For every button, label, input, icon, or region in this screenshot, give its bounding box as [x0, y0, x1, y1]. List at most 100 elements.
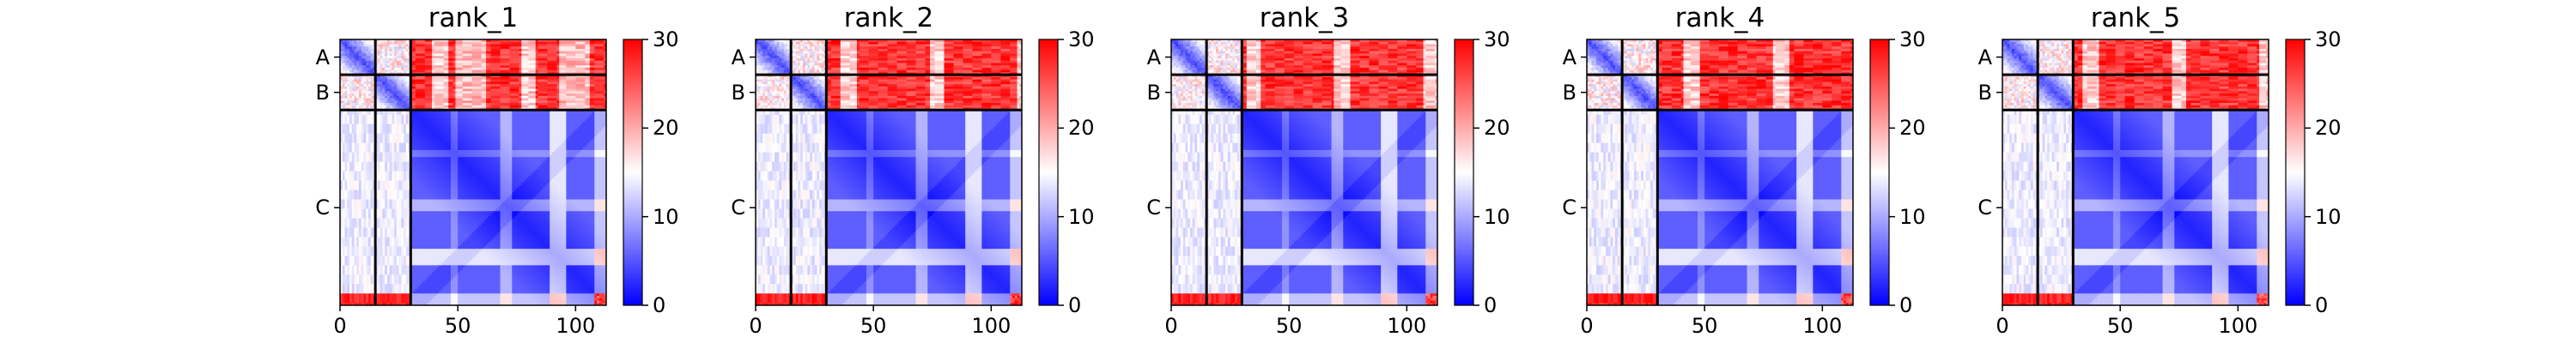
heatmap-cell: [599, 122, 602, 124]
heatmap-cell: [585, 91, 587, 93]
heatmap-cell: [599, 46, 602, 49]
heatmap-cell: [429, 44, 432, 46]
heatmap-cell: [538, 122, 540, 124]
heatmap-cell: [406, 53, 409, 56]
heatmap-cell: [597, 87, 599, 89]
heatmap-cell: [597, 96, 599, 99]
heatmap-cell: [592, 46, 595, 49]
heatmap-cell: [361, 112, 364, 115]
heatmap-cell: [574, 68, 576, 70]
heatmap-cell: [531, 103, 533, 105]
heatmap-cell: [594, 63, 597, 65]
heatmap-cell: [566, 100, 568, 103]
heatmap-cell: [455, 70, 458, 73]
heatmap-cell: [489, 93, 491, 96]
heatmap-cell: [580, 68, 583, 70]
heatmap-cell: [540, 115, 543, 117]
heatmap-cell: [406, 49, 409, 51]
heatmap-cell: [568, 51, 571, 54]
heatmap-cell: [385, 138, 387, 141]
heatmap-cell: [552, 53, 555, 56]
heatmap-cell: [498, 42, 501, 45]
heatmap-cell: [507, 99, 510, 101]
heatmap-cell: [347, 93, 349, 96]
heatmap-cell: [420, 112, 422, 115]
heatmap-cell: [498, 119, 501, 122]
heatmap-cell: [477, 89, 479, 92]
heatmap-cell: [363, 65, 366, 68]
heatmap-cell: [505, 96, 507, 99]
heatmap-cell: [363, 51, 366, 54]
heatmap-cell: [587, 63, 590, 65]
heatmap-cell: [428, 70, 430, 73]
heatmap-cell: [453, 99, 456, 101]
heatmap-cell: [418, 105, 421, 108]
heatmap-cell: [578, 63, 580, 65]
heatmap-cell: [359, 65, 361, 68]
heatmap-cell: [505, 63, 507, 65]
heatmap-cell: [401, 80, 404, 82]
heatmap-cell: [422, 44, 425, 46]
heatmap-cell: [498, 53, 501, 56]
heatmap-cell: [441, 70, 444, 73]
heatmap-cell: [498, 138, 501, 141]
heatmap-cell: [574, 105, 576, 108]
heatmap-cell: [436, 87, 439, 89]
heatmap-cell: [524, 51, 526, 54]
heatmap-cell: [533, 77, 536, 80]
heatmap-cell: [397, 96, 399, 99]
heatmap-cell: [394, 77, 397, 80]
heatmap-cell: [574, 119, 576, 122]
heatmap-cell: [349, 81, 352, 84]
heatmap-cell: [401, 84, 404, 87]
heatmap-cell: [436, 103, 439, 105]
heatmap-cell: [493, 61, 495, 63]
heatmap-cell: [486, 46, 489, 49]
heatmap-cell: [482, 80, 484, 82]
heatmap-cell: [347, 46, 349, 49]
heatmap-cell: [371, 65, 374, 68]
heatmap-cell: [429, 115, 432, 117]
heatmap-cell: [361, 49, 364, 51]
heatmap-cell: [458, 99, 460, 101]
heatmap-cell: [502, 80, 505, 82]
heatmap-cell: [361, 141, 364, 143]
heatmap-cell: [592, 119, 595, 122]
heatmap-cell: [406, 63, 409, 65]
heatmap-cell: [495, 56, 498, 58]
heatmap-cell: [463, 81, 465, 84]
heatmap-cell: [470, 129, 472, 131]
heatmap-cell: [505, 87, 507, 89]
heatmap-cell: [416, 68, 418, 70]
heatmap-cell: [583, 70, 586, 73]
heatmap-cell: [521, 93, 524, 96]
heatmap-cell: [489, 56, 491, 58]
heatmap-cell: [543, 63, 545, 65]
heatmap-cell: [501, 117, 503, 120]
heatmap-cell: [428, 61, 430, 63]
heatmap-cell: [344, 99, 347, 101]
heatmap-cell: [550, 115, 552, 117]
heatmap-cell: [590, 122, 592, 124]
heatmap-cell: [482, 63, 484, 65]
heatmap-cell: [413, 105, 416, 108]
heatmap-cell: [597, 131, 599, 134]
heatmap-cell: [559, 51, 562, 54]
heatmap-cell: [378, 42, 380, 45]
heatmap-cell: [597, 84, 599, 87]
heatmap-cell: [439, 96, 441, 99]
heatmap-cell: [371, 53, 374, 56]
heatmap-cell: [562, 134, 564, 136]
heatmap-cell: [597, 65, 599, 68]
heatmap-cell: [585, 105, 587, 108]
heatmap-cell: [493, 115, 495, 117]
heatmap-cell: [436, 105, 439, 108]
heatmap-cell: [482, 56, 484, 58]
heatmap-cell: [446, 42, 448, 45]
heatmap-cell: [453, 119, 456, 122]
heatmap-cell: [493, 53, 495, 56]
heatmap-cell: [382, 91, 385, 93]
heatmap-cell: [574, 131, 576, 134]
heatmap-cell: [366, 112, 368, 115]
heatmap-cell: [517, 87, 519, 89]
